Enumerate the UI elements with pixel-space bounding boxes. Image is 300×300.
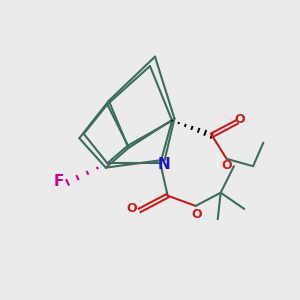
Text: O: O: [126, 202, 137, 215]
Text: F: F: [54, 174, 64, 189]
Text: N: N: [158, 157, 170, 172]
Text: O: O: [222, 159, 232, 172]
Text: O: O: [192, 208, 203, 221]
Text: O: O: [234, 113, 244, 126]
